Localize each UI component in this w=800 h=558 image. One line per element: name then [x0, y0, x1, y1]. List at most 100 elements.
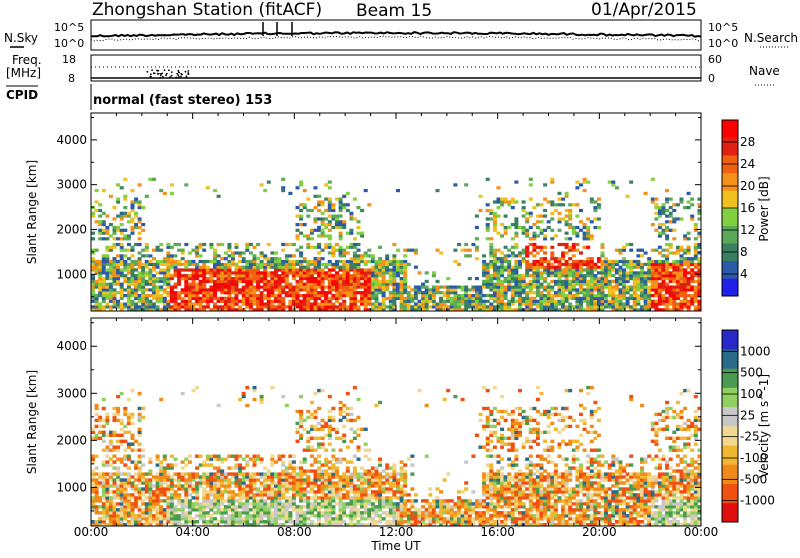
heatmap-cell: [281, 271, 285, 274]
heatmap-cell: [418, 305, 422, 308]
heatmap-cell: [633, 300, 637, 303]
heatmap-cell: [633, 280, 637, 283]
heatmap-cell: [249, 294, 253, 297]
heatmap-cell: [95, 220, 99, 223]
heatmap-cell: [138, 478, 142, 481]
heatmap-cell: [227, 271, 231, 274]
heatmap-cell: [109, 305, 113, 308]
heatmap-cell: [392, 297, 396, 300]
heatmap-cell: [220, 520, 224, 523]
heatmap-cell: [296, 481, 300, 484]
heatmap-cell: [407, 303, 411, 306]
heatmap-cell: [346, 286, 350, 289]
heatmap-cell: [339, 496, 343, 499]
heatmap-cell: [658, 266, 662, 269]
heatmap-cell: [662, 280, 666, 283]
heatmap-cell: [306, 305, 310, 308]
heatmap-cell: [403, 260, 407, 263]
heatmap-cell: [156, 520, 160, 523]
heatmap-cell: [235, 458, 239, 461]
heatmap-cell: [310, 487, 314, 490]
heatmap-cell: [209, 455, 213, 458]
heatmap-cell: [464, 294, 468, 297]
heatmap-cell: [231, 466, 235, 469]
heatmap-cell: [561, 297, 565, 300]
heatmap-cell: [479, 286, 483, 289]
heatmap-cell: [95, 434, 99, 437]
heatmap-cell: [522, 215, 526, 218]
heatmap-cell: [432, 297, 436, 300]
heatmap-cell: [131, 493, 135, 496]
heatmap-cell: [98, 520, 102, 523]
heatmap-cell: [202, 487, 206, 490]
heatmap-cell: [213, 305, 217, 308]
heatmap-cell: [202, 283, 206, 286]
heatmap-cell: [177, 514, 181, 517]
heatmap-cell: [331, 505, 335, 508]
heatmap-cell: [507, 286, 511, 289]
heatmap-cell: [453, 300, 457, 303]
heatmap-cell: [400, 260, 404, 263]
heatmap-cell: [680, 249, 684, 252]
heatmap-cell: [116, 487, 120, 490]
heatmap-cell: [242, 490, 246, 493]
heatmap-cell: [644, 192, 648, 195]
heatmap-cell: [672, 303, 676, 306]
heatmap-cell: [105, 283, 109, 286]
heatmap-cell: [644, 283, 648, 286]
heatmap-cell: [314, 300, 318, 303]
heatmap-cell: [299, 217, 303, 220]
heatmap-cell: [389, 294, 393, 297]
heatmap-cell: [540, 260, 544, 263]
heatmap-cell: [113, 434, 117, 437]
heatmap-cell: [353, 517, 357, 520]
heatmap-cell: [192, 280, 196, 283]
heatmap-cell: [360, 487, 364, 490]
heatmap-cell: [148, 484, 152, 487]
heatmap-cell: [98, 425, 102, 428]
heatmap-cell: [299, 466, 303, 469]
heatmap-cell: [497, 303, 501, 306]
heatmap-cell: [489, 260, 493, 263]
heatmap-cell: [145, 505, 149, 508]
heatmap-cell: [317, 475, 321, 478]
heatmap-cell: [497, 268, 501, 271]
heatmap-cell: [238, 520, 242, 523]
heatmap-cell: [575, 203, 579, 206]
heatmap-cell: [425, 294, 429, 297]
heatmap-cell: [260, 303, 264, 306]
heatmap-cell: [138, 232, 142, 235]
heatmap-cell: [583, 268, 587, 271]
heatmap-cell: [166, 487, 170, 490]
heatmap-cell: [303, 490, 307, 493]
heatmap-cell: [665, 277, 669, 280]
heatmap-cell: [145, 478, 149, 481]
heatmap-cell: [375, 274, 379, 277]
nave-point: [176, 73, 178, 75]
heatmap-cell: [654, 305, 658, 308]
heatmap-cell: [184, 502, 188, 505]
heatmap-cell: [349, 419, 353, 422]
heatmap-cell: [543, 305, 547, 308]
heatmap-cell: [672, 263, 676, 266]
heatmap-cell: [256, 288, 260, 291]
heatmap-cell: [342, 249, 346, 252]
heatmap-cell: [109, 475, 113, 478]
heatmap-cell: [342, 514, 346, 517]
heatmap-cell: [310, 446, 314, 449]
heatmap-cell: [680, 283, 684, 286]
heatmap-cell: [629, 305, 633, 308]
heatmap-cell: [629, 288, 633, 291]
heatmap-cell: [166, 466, 170, 469]
heatmap-cell: [188, 493, 192, 496]
heatmap-cell: [102, 490, 106, 493]
heatmap-cell: [482, 260, 486, 263]
heatmap-cell: [461, 303, 465, 306]
heatmap-cell: [141, 229, 145, 232]
heatmap-cell: [256, 517, 260, 520]
heatmap-cell: [267, 263, 271, 266]
heatmap-cell: [382, 277, 386, 280]
heatmap-cell: [572, 268, 576, 271]
heatmap-cell: [514, 271, 518, 274]
heatmap-cell: [349, 407, 353, 410]
